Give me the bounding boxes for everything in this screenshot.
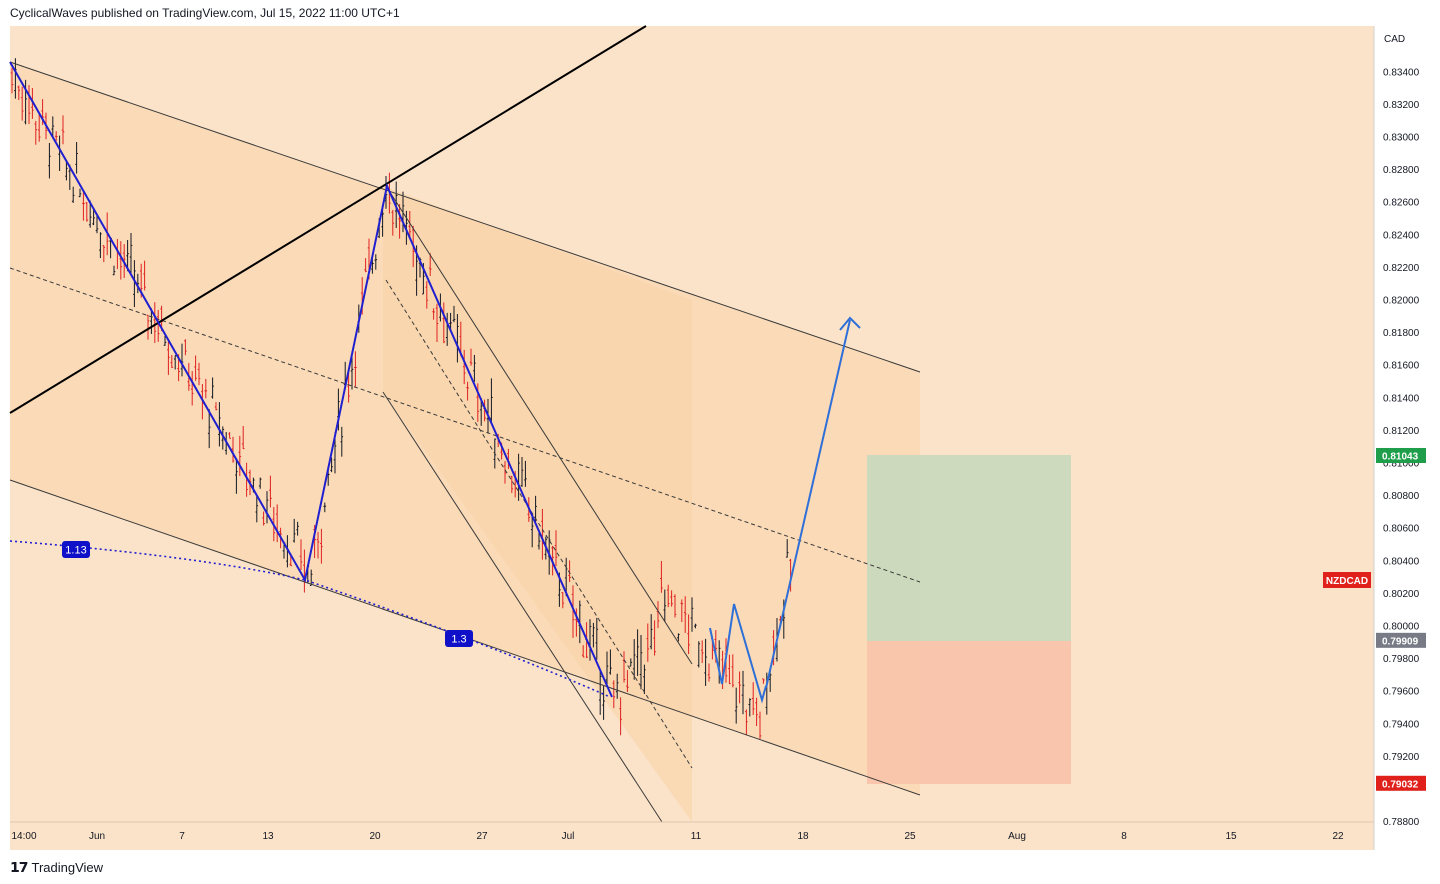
price-tick-label: 0.82200 — [1383, 263, 1420, 274]
tradingview-logo-icon: 𝟭𝟳 — [10, 859, 29, 875]
price-tick-label: 0.79600 — [1383, 687, 1420, 698]
footer-brand: 𝟭𝟳 TradingView — [10, 859, 103, 876]
rising-trend-line — [9, 25, 647, 414]
target-price-label-box — [1376, 447, 1426, 463]
fib-label-text: 1.13 — [65, 545, 86, 557]
time-tick-label: 14:00 — [11, 831, 36, 842]
price-tick-label: 0.82400 — [1383, 230, 1420, 241]
currency-label: CAD — [1384, 34, 1405, 45]
time-tick-label: 11 — [691, 831, 702, 842]
fib-labels: 1.13 1.3 — [62, 541, 473, 647]
time-tick-label: 27 — [476, 831, 488, 842]
time-tick-label: 18 — [797, 831, 809, 842]
price-tick-label: 0.80800 — [1383, 491, 1420, 502]
price-tick-label: 0.79800 — [1383, 654, 1420, 665]
price-tick-label: 0.80600 — [1383, 524, 1420, 535]
channel-upper-line — [9, 61, 921, 373]
sub-wave-line — [709, 603, 767, 704]
price-tick-label: 0.83200 — [1383, 100, 1420, 111]
price-tick-label: 0.80400 — [1383, 556, 1420, 567]
time-tick-label: Jul — [562, 831, 575, 842]
inner-channel-upper — [385, 185, 693, 665]
price-tick-label: 0.80200 — [1383, 589, 1420, 600]
brand-text: TradingView — [31, 860, 104, 875]
price-tick-label: 0.81800 — [1383, 328, 1420, 339]
time-tick-label: 7 — [179, 831, 185, 842]
risk-reward-zones[interactable] — [867, 455, 1071, 784]
price-tick-label: 0.80000 — [1383, 622, 1420, 633]
price-tick-label: 0.83000 — [1383, 133, 1420, 144]
inner-channel-lower — [382, 391, 663, 823]
target-price-label: 0.81043 — [1382, 451, 1419, 462]
symbol-tag-label: NZDCAD — [1326, 576, 1368, 587]
price-tick-label: 0.79200 — [1383, 752, 1420, 763]
price-axis: CAD 0.83400 0.83200 0.83000 0.82800 0.82600 0.… — [1323, 26, 1426, 850]
time-tick-label: 25 — [904, 831, 916, 842]
time-tick-label: 8 — [1121, 831, 1127, 842]
stop-zone — [867, 641, 1071, 784]
price-tick-label: 0.81400 — [1383, 393, 1420, 404]
fib-label-box — [62, 541, 90, 558]
stop-price-label: 0.79032 — [1382, 779, 1419, 790]
price-tick-label: 0.81000 — [1383, 459, 1420, 470]
price-tick-label: 0.83400 — [1383, 67, 1420, 78]
time-tick-label: 15 — [1225, 831, 1237, 842]
projection-arrow-line — [765, 319, 851, 689]
price-tick-label: 0.79400 — [1383, 719, 1420, 730]
entry-price-label-box — [1376, 632, 1426, 648]
time-tick-label: Aug — [1008, 831, 1026, 842]
stop-price-label-box — [1376, 775, 1426, 791]
price-tick-label: 0.78800 — [1383, 817, 1420, 828]
entry-price-label: 0.79909 — [1382, 636, 1419, 647]
time-tick-label: 13 — [262, 831, 274, 842]
price-tick-label: 0.81200 — [1383, 426, 1420, 437]
wave-pattern-line — [9, 61, 613, 698]
inner-channel-fill — [383, 186, 692, 822]
price-tick-label: 0.82000 — [1383, 296, 1420, 307]
fib-label-text: 1.3 — [451, 634, 466, 646]
target-zone — [867, 455, 1071, 641]
time-tick-label: 20 — [369, 831, 381, 842]
publisher-caption: CyclicalWaves published on TradingView.c… — [10, 6, 400, 20]
fib-label-box — [445, 630, 473, 647]
time-tick-label: 22 — [1332, 831, 1344, 842]
price-tick-label: 0.82600 — [1383, 198, 1420, 209]
price-tick-label: 0.82800 — [1383, 165, 1420, 176]
price-tick-label: 0.81600 — [1383, 361, 1420, 372]
projection-arrow-head — [839, 316, 861, 331]
time-tick-label: Jun — [89, 831, 105, 842]
inner-channel-median — [385, 279, 693, 769]
time-axis: 14:00 Jun 7 13 20 27 Jul 11 18 25 Aug 8 15 22 — [10, 821, 1374, 842]
symbol-tag-box — [1323, 572, 1371, 588]
